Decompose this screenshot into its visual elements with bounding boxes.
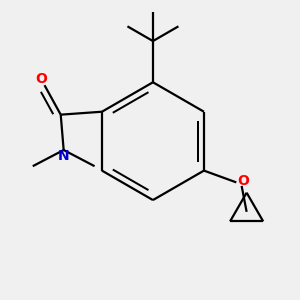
Text: N: N bbox=[58, 149, 70, 164]
Text: O: O bbox=[237, 174, 249, 188]
Text: O: O bbox=[36, 72, 47, 86]
